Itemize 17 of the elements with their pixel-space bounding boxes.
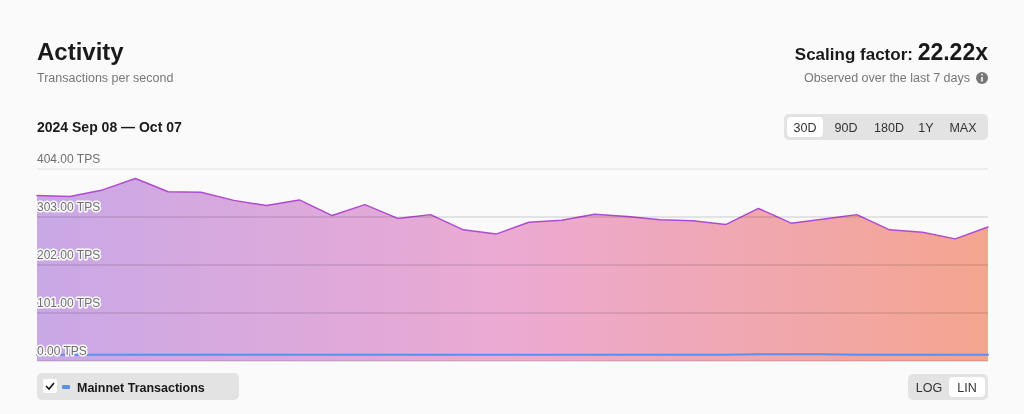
text: 2024 Sep 08 — Oct 07 (37, 119, 182, 135)
text: Scaling factor: 22.22x (794, 39, 989, 65)
text: LIN (957, 381, 977, 395)
text: 30D (793, 121, 817, 135)
y-tick-label: 101.00 TPS (37, 296, 101, 310)
y-tick-label: 404.00 TPS (37, 152, 101, 166)
chart-subtitle: Transactions per second (37, 71, 174, 85)
y-tick-label: 202.00 TPS (37, 248, 101, 262)
text: LOG (915, 381, 943, 395)
text: 1Y (918, 121, 935, 135)
chart-title: Activity (37, 38, 125, 65)
text: 90D (834, 121, 858, 135)
text: Observed over the last 7 days (803, 71, 970, 85)
y-tick-label: 303.00 TPS (37, 200, 101, 214)
legend-label: Mainnet Transactions (77, 380, 205, 395)
text: MAX (949, 121, 978, 135)
text: 180D (874, 121, 904, 135)
